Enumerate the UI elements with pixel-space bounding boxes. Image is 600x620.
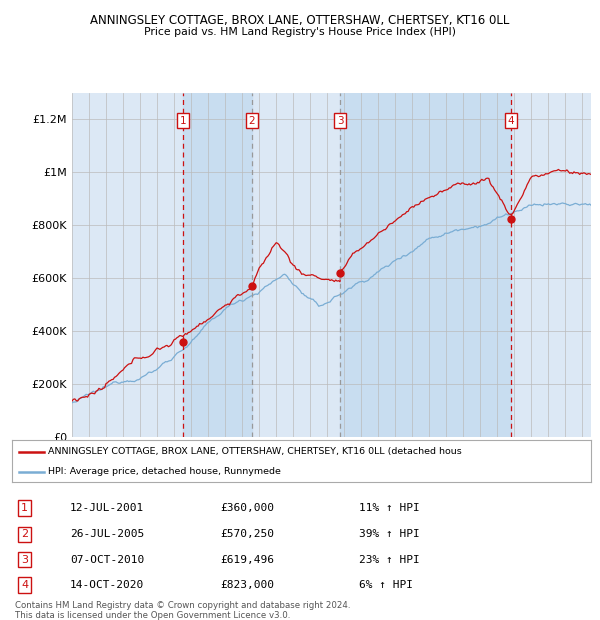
Text: Price paid vs. HM Land Registry's House Price Index (HPI): Price paid vs. HM Land Registry's House …	[144, 27, 456, 37]
Text: 1: 1	[21, 503, 28, 513]
Text: 6% ↑ HPI: 6% ↑ HPI	[359, 580, 413, 590]
Text: 4: 4	[508, 116, 514, 126]
Text: 4: 4	[21, 580, 28, 590]
Text: 07-OCT-2010: 07-OCT-2010	[70, 555, 144, 565]
Text: 11% ↑ HPI: 11% ↑ HPI	[359, 503, 420, 513]
Text: 1: 1	[180, 116, 187, 126]
Text: 12-JUL-2001: 12-JUL-2001	[70, 503, 144, 513]
Bar	[183, 93, 251, 437]
Text: £823,000: £823,000	[220, 580, 274, 590]
Text: 23% ↑ HPI: 23% ↑ HPI	[359, 555, 420, 565]
Text: Contains HM Land Registry data © Crown copyright and database right 2024.: Contains HM Land Registry data © Crown c…	[15, 601, 350, 611]
Text: 3: 3	[337, 116, 344, 126]
Text: £619,496: £619,496	[220, 555, 274, 565]
Text: ANNINGSLEY COTTAGE, BROX LANE, OTTERSHAW, CHERTSEY, KT16 0LL (detached hous: ANNINGSLEY COTTAGE, BROX LANE, OTTERSHAW…	[48, 447, 461, 456]
Bar	[340, 93, 511, 437]
Text: 2: 2	[21, 529, 28, 539]
Text: This data is licensed under the Open Government Licence v3.0.: This data is licensed under the Open Gov…	[15, 611, 290, 620]
Text: 2: 2	[248, 116, 255, 126]
Text: £360,000: £360,000	[220, 503, 274, 513]
Text: HPI: Average price, detached house, Runnymede: HPI: Average price, detached house, Runn…	[48, 467, 281, 476]
Text: 3: 3	[21, 555, 28, 565]
Text: 26-JUL-2005: 26-JUL-2005	[70, 529, 144, 539]
Text: ANNINGSLEY COTTAGE, BROX LANE, OTTERSHAW, CHERTSEY, KT16 0LL: ANNINGSLEY COTTAGE, BROX LANE, OTTERSHAW…	[91, 14, 509, 27]
Text: 39% ↑ HPI: 39% ↑ HPI	[359, 529, 420, 539]
Text: £570,250: £570,250	[220, 529, 274, 539]
Text: 14-OCT-2020: 14-OCT-2020	[70, 580, 144, 590]
